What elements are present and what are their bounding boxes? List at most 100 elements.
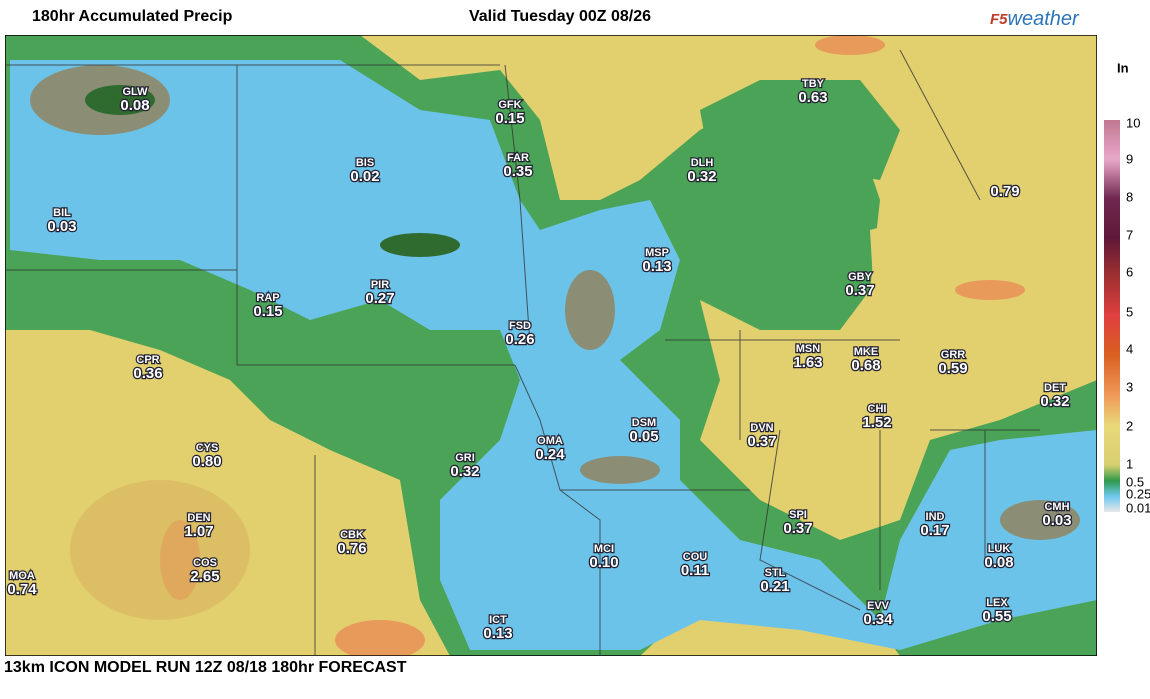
station-code: LUK [988, 543, 1011, 555]
precip-field [5, 35, 1097, 656]
station-code: GLW [122, 86, 148, 98]
station-code: GRI [455, 452, 475, 464]
station-code: GRR [941, 349, 966, 361]
station-value: 0.34 [863, 611, 893, 628]
legend-label: 10 [1126, 115, 1140, 130]
legend-label: 7 [1126, 227, 1133, 242]
station-value: 0.37 [747, 433, 776, 450]
legend-labels: 10 9 8 7 6 5 4 3 2 1 0.50.250.01 [1126, 115, 1150, 515]
station-code: BIL [53, 207, 71, 219]
legend-label: 0.5 [1126, 474, 1144, 489]
station-code: OMA [537, 435, 563, 447]
station-value: 0.80 [192, 453, 221, 470]
station-value: 0.74 [7, 581, 37, 598]
station-code: CBK [340, 529, 364, 541]
legend-label: 1 [1126, 456, 1133, 471]
legend-label: 2 [1126, 418, 1133, 433]
colorbar [1104, 120, 1120, 512]
station-value: 0.24 [535, 446, 565, 463]
station-value: 0.32 [450, 463, 479, 480]
station-value: 0.13 [483, 625, 512, 642]
station-code: MCI [594, 543, 614, 555]
station-value: 1.07 [184, 523, 213, 540]
station-value: 0.05 [629, 428, 658, 445]
station-code: GBY [848, 271, 873, 283]
station-code: ICT [489, 614, 507, 626]
station-code: TBY [802, 78, 825, 90]
station-code: PIR [371, 279, 389, 291]
station-code: DEN [187, 512, 210, 524]
station-value: 0.21 [760, 578, 789, 595]
station-code: DVN [750, 422, 773, 434]
station-value: 0.79 [990, 183, 1019, 200]
station-value: 0.59 [938, 360, 967, 377]
logo-prefix: F5 [990, 11, 1008, 28]
station-code: CMH [1044, 501, 1069, 513]
station-code: FSD [509, 320, 531, 332]
station-code: BIS [356, 157, 374, 169]
station-code: CPR [136, 354, 159, 366]
station-code: DSM [632, 417, 656, 429]
station-value: 0.55 [982, 608, 1011, 625]
legend-label: 5 [1126, 304, 1133, 319]
station-code: CYS [196, 442, 219, 454]
station-value: 0.27 [365, 290, 394, 307]
station-value: 0.03 [47, 218, 76, 235]
station-code: GFK [498, 99, 521, 111]
station-code: COS [193, 557, 217, 569]
legend-label: 9 [1126, 151, 1133, 166]
station-value: 0.08 [120, 97, 149, 114]
legend-label: 8 [1126, 189, 1133, 204]
station-value: 0.76 [337, 540, 366, 557]
station-value: 1.52 [862, 414, 891, 431]
legend-label: 4 [1126, 341, 1133, 356]
station-value: 1.63 [793, 354, 822, 371]
station-value: 0.36 [133, 365, 162, 382]
station-code: CHI [868, 403, 887, 415]
station-value: 0.15 [495, 110, 524, 127]
station-value: 0.02 [350, 168, 379, 185]
station-code: SPI [789, 509, 807, 521]
logo: F5weather [990, 8, 1080, 30]
station-value: 0.37 [783, 520, 812, 537]
station-value: 0.17 [920, 522, 949, 539]
footer: 13km ICON MODEL RUN 12Z 08/18 180hr FORE… [4, 659, 407, 676]
station-value: 0.08 [984, 554, 1013, 571]
legend-label: 3 [1126, 379, 1133, 394]
station-code: DLH [691, 157, 714, 169]
station-code: MSN [796, 343, 821, 355]
valid-time: Valid Tuesday 00Z 08/26 [469, 8, 651, 25]
station-value: 0.26 [505, 331, 534, 348]
legend-label: 6 [1126, 264, 1133, 279]
station-code: FAR [507, 152, 529, 164]
station-code: DET [1044, 382, 1066, 394]
station-value: 0.37 [845, 282, 874, 299]
station-code: MSP [645, 247, 669, 259]
station-code: MKE [854, 346, 878, 358]
station-value: 0.32 [1040, 393, 1069, 410]
station-labels: GLW0.08BIL0.03BIS0.02GFK0.15FAR0.35TBY0.… [6, 77, 1073, 644]
station-code: STL [765, 567, 786, 579]
legend-label: 0.01 [1126, 500, 1150, 515]
map-title: 180hr Accumulated Precip [32, 8, 233, 25]
station-value: 0.68 [851, 357, 880, 374]
legend-unit: In [1117, 60, 1129, 75]
station-value: 0.35 [503, 163, 532, 180]
station-code: MOA [9, 570, 35, 582]
station-value: 2.65 [190, 568, 219, 585]
station-value: 0.63 [798, 89, 827, 106]
legend-label: 0.25 [1126, 486, 1150, 501]
station-value: 0.10 [589, 554, 618, 571]
logo-suffix: weather [1008, 8, 1080, 30]
station-code: COU [683, 551, 708, 563]
station-value: 0.11 [681, 562, 709, 579]
station-code: EVV [867, 600, 890, 612]
station-code: RAP [256, 292, 279, 304]
station-value: 0.13 [642, 258, 671, 275]
station-code: IND [926, 511, 945, 523]
station-value: 0.32 [687, 168, 716, 185]
station-code: LEX [986, 597, 1008, 609]
station-value: 0.15 [253, 303, 282, 320]
station-value: 0.03 [1042, 512, 1071, 529]
